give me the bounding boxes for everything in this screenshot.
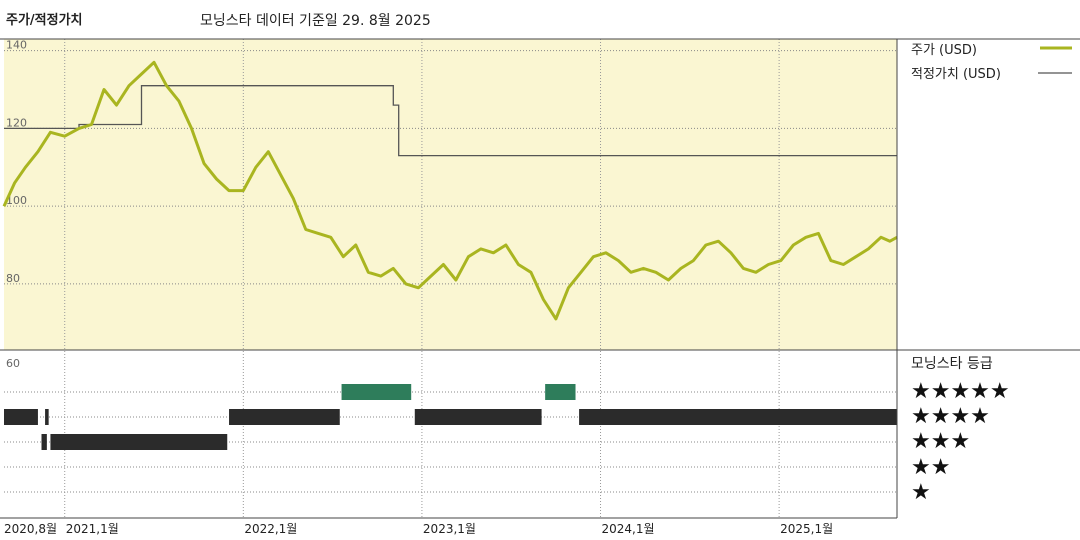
y-tick-labels: 140 120 100 80 60 bbox=[6, 39, 27, 370]
x-tick-label: 2025,1월 bbox=[780, 522, 833, 536]
rating-bar-3-stars bbox=[50, 434, 228, 450]
y-tick-label: 60 bbox=[6, 357, 20, 370]
x-tick-label: 2024,1월 bbox=[602, 522, 655, 536]
x-tick-label: 2020,8월 bbox=[4, 522, 57, 536]
fair-value-line bbox=[4, 85, 897, 157]
y-tick-label: 140 bbox=[6, 39, 27, 52]
rating-bar-3-stars bbox=[41, 434, 47, 450]
price-panel-background bbox=[4, 39, 897, 350]
rating-4-stars: ★★★★ bbox=[911, 404, 990, 429]
rating-title: 모닝스타 등급 bbox=[911, 356, 993, 372]
y-tick-label: 80 bbox=[6, 272, 20, 285]
rating-bar-4-stars bbox=[229, 409, 340, 425]
chart-left-title: 주가/적정가치 bbox=[6, 13, 83, 28]
rating-1-star: ★ bbox=[911, 480, 931, 505]
legend-fair-value-label: 적정가치 (USD) bbox=[911, 67, 1001, 82]
rating-bars bbox=[4, 384, 897, 450]
legend-price-label: 주가 (USD) bbox=[911, 43, 977, 58]
rating-bar-4-stars bbox=[414, 409, 542, 425]
x-tick-labels: 2020,8월 2021,1월 2022,1월 2023,1월 2024,1월 2025,… bbox=[4, 522, 833, 536]
price-line bbox=[2, 60, 898, 321]
rating-5-stars: ★★★★★ bbox=[911, 379, 1010, 404]
rating-bar-4-stars bbox=[4, 409, 38, 425]
y-tick-label: 100 bbox=[6, 194, 27, 207]
rating-bar-5-stars bbox=[341, 384, 412, 400]
y-tick-label: 120 bbox=[6, 116, 27, 129]
x-tick-label: 2022,1월 bbox=[244, 522, 297, 536]
x-tick-label: 2021,1월 bbox=[66, 522, 119, 536]
rating-bar-4-stars bbox=[45, 409, 49, 425]
chart-subtitle: 모닝스타 데이터 기준일 29. 8월 2025 bbox=[200, 13, 431, 29]
rating-2-stars: ★★ bbox=[911, 455, 950, 480]
rating-bar-4-stars bbox=[579, 409, 897, 425]
rating-bar-5-stars bbox=[545, 384, 576, 400]
x-tick-label: 2023,1월 bbox=[423, 522, 476, 536]
rating-3-stars: ★★★ bbox=[911, 429, 970, 454]
